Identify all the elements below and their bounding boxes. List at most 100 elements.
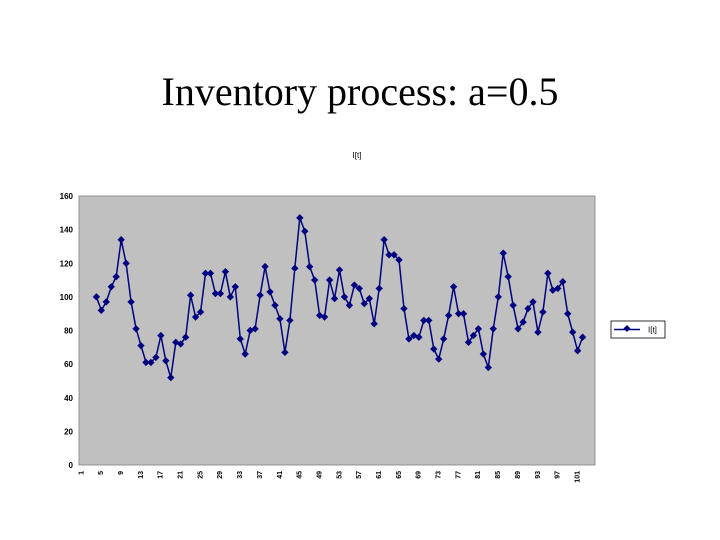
- slide-title: Inventory process: a=0.5: [161, 69, 559, 114]
- y-axis: 0 20 40 60 80 100 120 140 160: [60, 192, 74, 470]
- data-point: [345, 301, 354, 309]
- x-tick-label: 85: [495, 471, 502, 479]
- data-point: [380, 236, 388, 244]
- data-point: [186, 291, 195, 299]
- data-point: [449, 283, 458, 291]
- x-tick-label: 45: [297, 471, 304, 479]
- x-tick-label: 13: [138, 471, 145, 479]
- x-tick-label: 101: [574, 471, 581, 483]
- x-tick-label: 9: [118, 471, 125, 475]
- data-point: [311, 276, 319, 284]
- data-point: [221, 267, 230, 276]
- data-point: [360, 299, 368, 308]
- data-point: [539, 308, 547, 316]
- y-tick-label: 160: [60, 192, 74, 201]
- data-point: [181, 333, 190, 341]
- x-tick-label: 21: [178, 471, 185, 479]
- data-point: [325, 276, 334, 284]
- x-tick-label: 61: [376, 471, 383, 479]
- data-point: [147, 358, 155, 367]
- data-point: [534, 328, 542, 336]
- data-point: [340, 293, 349, 301]
- x-tick-label: 33: [237, 471, 244, 479]
- data-point: [504, 273, 512, 281]
- y-tick-label: 40: [64, 394, 73, 403]
- y-tick-label: 0: [69, 461, 74, 470]
- data-point: [320, 313, 329, 321]
- x-tick-label: 53: [336, 471, 343, 479]
- data-point: [405, 335, 413, 343]
- y-tick-label: 60: [64, 360, 73, 369]
- x-tick-label: 49: [316, 471, 323, 479]
- data-point: [415, 333, 423, 341]
- x-tick-label: 81: [475, 471, 482, 479]
- data-point: [266, 288, 274, 296]
- y-tick-label: 20: [64, 427, 73, 436]
- data-point: [355, 284, 364, 293]
- data-point: [459, 310, 468, 318]
- data-point: [444, 311, 453, 320]
- x-tick-label: 1: [78, 471, 85, 475]
- x-tick-label: 77: [455, 471, 462, 479]
- data-point: [291, 264, 299, 272]
- data-point: [479, 350, 488, 358]
- data-point: [385, 251, 393, 259]
- data-point: [306, 262, 314, 271]
- data-point: [286, 316, 294, 325]
- x-tick-label: 65: [396, 471, 403, 479]
- data-point: [435, 355, 443, 363]
- data-point: [157, 331, 165, 340]
- data-point: [281, 348, 289, 357]
- data-point: [231, 283, 239, 291]
- data-point: [271, 301, 279, 309]
- data-point: [330, 294, 339, 303]
- data-point: [370, 320, 378, 328]
- data-point: [569, 328, 577, 336]
- data-point: [484, 363, 493, 372]
- data-point: [375, 284, 383, 293]
- data-point: [439, 335, 448, 343]
- data-point: [494, 293, 502, 301]
- data-point: [524, 304, 532, 313]
- x-tick-label: 89: [515, 471, 522, 479]
- x-tick-label: 97: [555, 471, 562, 479]
- data-point: [236, 335, 244, 343]
- legend-marker: [623, 324, 631, 333]
- data-point: [474, 325, 483, 333]
- y-tick-label: 80: [64, 327, 73, 336]
- data-point: [142, 358, 150, 367]
- data-point: [216, 289, 225, 298]
- x-tick-label: 37: [257, 471, 264, 479]
- data-point: [211, 289, 220, 298]
- data-point: [425, 316, 433, 325]
- data-point: [464, 338, 473, 346]
- data-point: [519, 318, 527, 326]
- data-point: [499, 249, 507, 257]
- data-point: [365, 294, 373, 303]
- data-point: [564, 310, 572, 318]
- legend: I[t]: [610, 320, 666, 339]
- data-point: [301, 227, 309, 235]
- x-tick-label: 5: [98, 471, 105, 475]
- y-tick-label: 140: [60, 226, 74, 235]
- plot-area: [78, 195, 596, 466]
- data-point: [489, 325, 497, 333]
- data-point: [554, 284, 562, 293]
- data-point: [256, 291, 264, 299]
- x-tick-label: 25: [197, 471, 204, 479]
- data-point: [544, 269, 552, 277]
- data-point: [350, 281, 359, 289]
- data-point: [420, 316, 428, 325]
- data-point: [395, 256, 403, 264]
- data-point: [509, 301, 517, 309]
- data-point: [529, 298, 537, 306]
- data-point: [454, 309, 463, 318]
- data-point: [578, 333, 587, 341]
- data-point: [152, 353, 160, 362]
- data-point: [251, 325, 259, 333]
- series-markers: [92, 214, 587, 382]
- data-point: [117, 236, 125, 244]
- data-point: [514, 325, 522, 333]
- x-axis: 1 5 9 13 17 21 25 29 33 37 41 45 49 53 57 61 65 69 73 77 81 8…: [78, 471, 581, 483]
